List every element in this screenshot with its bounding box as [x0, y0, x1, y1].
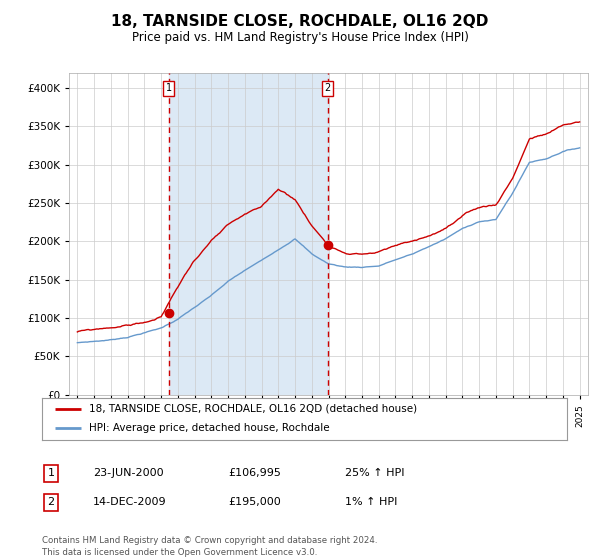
Text: HPI: Average price, detached house, Rochdale: HPI: Average price, detached house, Roch… [89, 423, 330, 433]
Text: £195,000: £195,000 [228, 497, 281, 507]
Text: 2: 2 [47, 497, 55, 507]
Text: 1: 1 [166, 83, 172, 93]
Text: 25% ↑ HPI: 25% ↑ HPI [345, 468, 404, 478]
Text: 18, TARNSIDE CLOSE, ROCHDALE, OL16 2QD (detached house): 18, TARNSIDE CLOSE, ROCHDALE, OL16 2QD (… [89, 404, 418, 414]
Text: £106,995: £106,995 [228, 468, 281, 478]
Text: 1% ↑ HPI: 1% ↑ HPI [345, 497, 397, 507]
Text: 2: 2 [325, 83, 331, 93]
Text: Contains HM Land Registry data © Crown copyright and database right 2024.
This d: Contains HM Land Registry data © Crown c… [42, 536, 377, 557]
Bar [169, 73, 328, 395]
Text: Price paid vs. HM Land Registry's House Price Index (HPI): Price paid vs. HM Land Registry's House … [131, 31, 469, 44]
Text: 14-DEC-2009: 14-DEC-2009 [93, 497, 167, 507]
Text: 23-JUN-2000: 23-JUN-2000 [93, 468, 164, 478]
Text: 18, TARNSIDE CLOSE, ROCHDALE, OL16 2QD: 18, TARNSIDE CLOSE, ROCHDALE, OL16 2QD [112, 14, 488, 29]
Text: 1: 1 [47, 468, 55, 478]
